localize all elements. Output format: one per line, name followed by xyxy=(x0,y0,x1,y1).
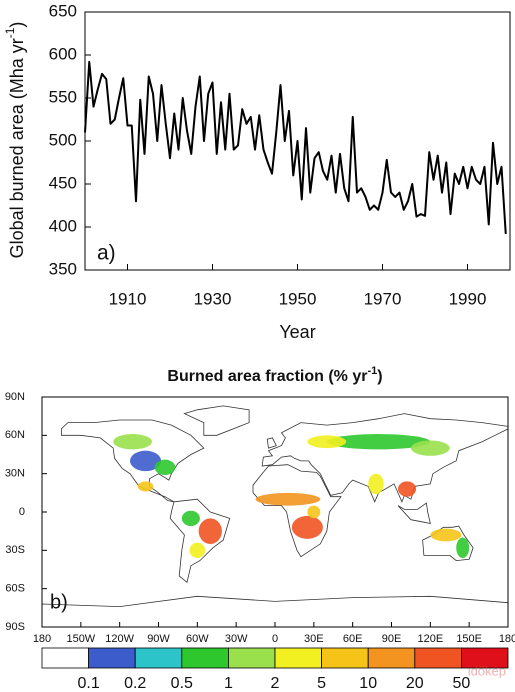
burned-region xyxy=(181,510,200,527)
lon-tick-label: 180 xyxy=(33,633,51,645)
burned-region xyxy=(255,492,321,506)
map-title-end: ) xyxy=(377,368,382,385)
lon-tick-label: 0 xyxy=(272,633,278,645)
lat-tick-label: 90S xyxy=(5,621,25,633)
x-axis-label: Year xyxy=(279,322,315,342)
burned-region xyxy=(307,505,321,519)
y-axis-label-sup: -1 xyxy=(3,27,17,38)
data-line xyxy=(84,60,507,234)
lat-tick-label: 30N xyxy=(5,468,25,480)
burned-region xyxy=(189,542,206,558)
colorbar-label: 1 xyxy=(224,675,233,692)
colorbar-box xyxy=(321,647,369,669)
lon-tick-label: 90E xyxy=(382,633,402,645)
colorbar-label: 20 xyxy=(406,675,424,692)
colorbar-box xyxy=(367,647,416,669)
map-title-main: Burned area fraction (% yr xyxy=(167,368,367,385)
antarctica xyxy=(42,595,508,627)
colorbar-label: 0.1 xyxy=(77,675,99,692)
burned-region xyxy=(368,473,384,495)
map-title: Burned area fraction (% yr-1) xyxy=(167,365,382,385)
lon-tick-label: 60E xyxy=(343,633,363,645)
colorbar-label: 10 xyxy=(359,675,377,692)
x-tick-label: 1910 xyxy=(109,289,147,308)
lon-tick-label: 60W xyxy=(186,633,209,645)
colorbar-box xyxy=(274,647,322,669)
y-tick-label: 600 xyxy=(49,44,77,63)
x-tick-label: 1990 xyxy=(449,289,487,308)
greenland xyxy=(183,405,250,436)
lat-tick-label: 60N xyxy=(5,429,25,441)
colorbar-box xyxy=(88,647,136,669)
indonesia xyxy=(397,502,431,525)
panel-label: b) xyxy=(50,591,68,613)
colorbar-label: 0.5 xyxy=(171,675,193,692)
colorbar-box xyxy=(460,647,509,669)
burned-region xyxy=(410,440,450,456)
burned-region xyxy=(137,481,154,492)
y-axis-label: Global burned area (Mha yr-1) xyxy=(3,22,27,259)
y-tick-label: 450 xyxy=(49,173,77,192)
burned-region xyxy=(130,450,162,472)
lon-tick-label: 150W xyxy=(66,633,95,645)
watermark: időkép xyxy=(468,663,506,678)
south-america xyxy=(169,498,231,584)
y-axis-label-end: ) xyxy=(7,22,27,28)
lat-tick-label: 60S xyxy=(5,583,25,595)
burned-region xyxy=(430,528,462,542)
lon-tick-label: 30W xyxy=(225,633,248,645)
burned-region xyxy=(154,459,176,475)
lat-tick-label: 90N xyxy=(5,391,25,403)
colorbar-label: 0.2 xyxy=(124,675,146,692)
lat-tick-label: 0 xyxy=(19,506,25,518)
burned-region xyxy=(397,481,417,497)
map-layer xyxy=(42,405,508,627)
lat-tick-label: 30S xyxy=(5,544,25,556)
x-tick-label: 1970 xyxy=(364,289,402,308)
burned-region xyxy=(113,434,153,450)
colorbar-box xyxy=(414,647,462,669)
britain xyxy=(266,437,277,449)
burned-region xyxy=(291,515,323,539)
burned-region xyxy=(307,435,347,449)
y-tick-label: 650 xyxy=(49,1,77,20)
colorbar-box xyxy=(181,647,229,669)
lon-tick-label: 150E xyxy=(456,633,482,645)
y-tick-label: 550 xyxy=(49,87,77,106)
y-tick-label: 500 xyxy=(49,130,77,149)
lon-tick-label: 90W xyxy=(147,633,170,645)
burned-region xyxy=(456,537,470,558)
lon-tick-label: 30E xyxy=(304,633,324,645)
y-tick-label: 400 xyxy=(49,216,77,235)
x-tick-label: 1950 xyxy=(279,289,317,308)
lon-tick-label: 120W xyxy=(105,633,134,645)
y-tick-label: 350 xyxy=(49,259,77,278)
x-tick-label: 1930 xyxy=(194,289,232,308)
colorbar-label: 50 xyxy=(453,675,471,692)
lon-tick-label: 120E xyxy=(417,633,443,645)
burned-region xyxy=(198,518,222,544)
colorbar-label: 2 xyxy=(271,675,280,692)
lon-tick-label: 180 xyxy=(499,633,515,645)
colorbar-label: 5 xyxy=(317,675,326,692)
colorbar-box xyxy=(41,647,89,669)
burned-region xyxy=(326,434,431,450)
colorbar-box xyxy=(134,647,183,669)
y-axis-label-main: Global burned area (Mha yr xyxy=(7,38,27,258)
colorbar-box xyxy=(227,647,276,669)
panel-label: a) xyxy=(97,242,116,265)
map-title-sup: -1 xyxy=(367,365,377,377)
